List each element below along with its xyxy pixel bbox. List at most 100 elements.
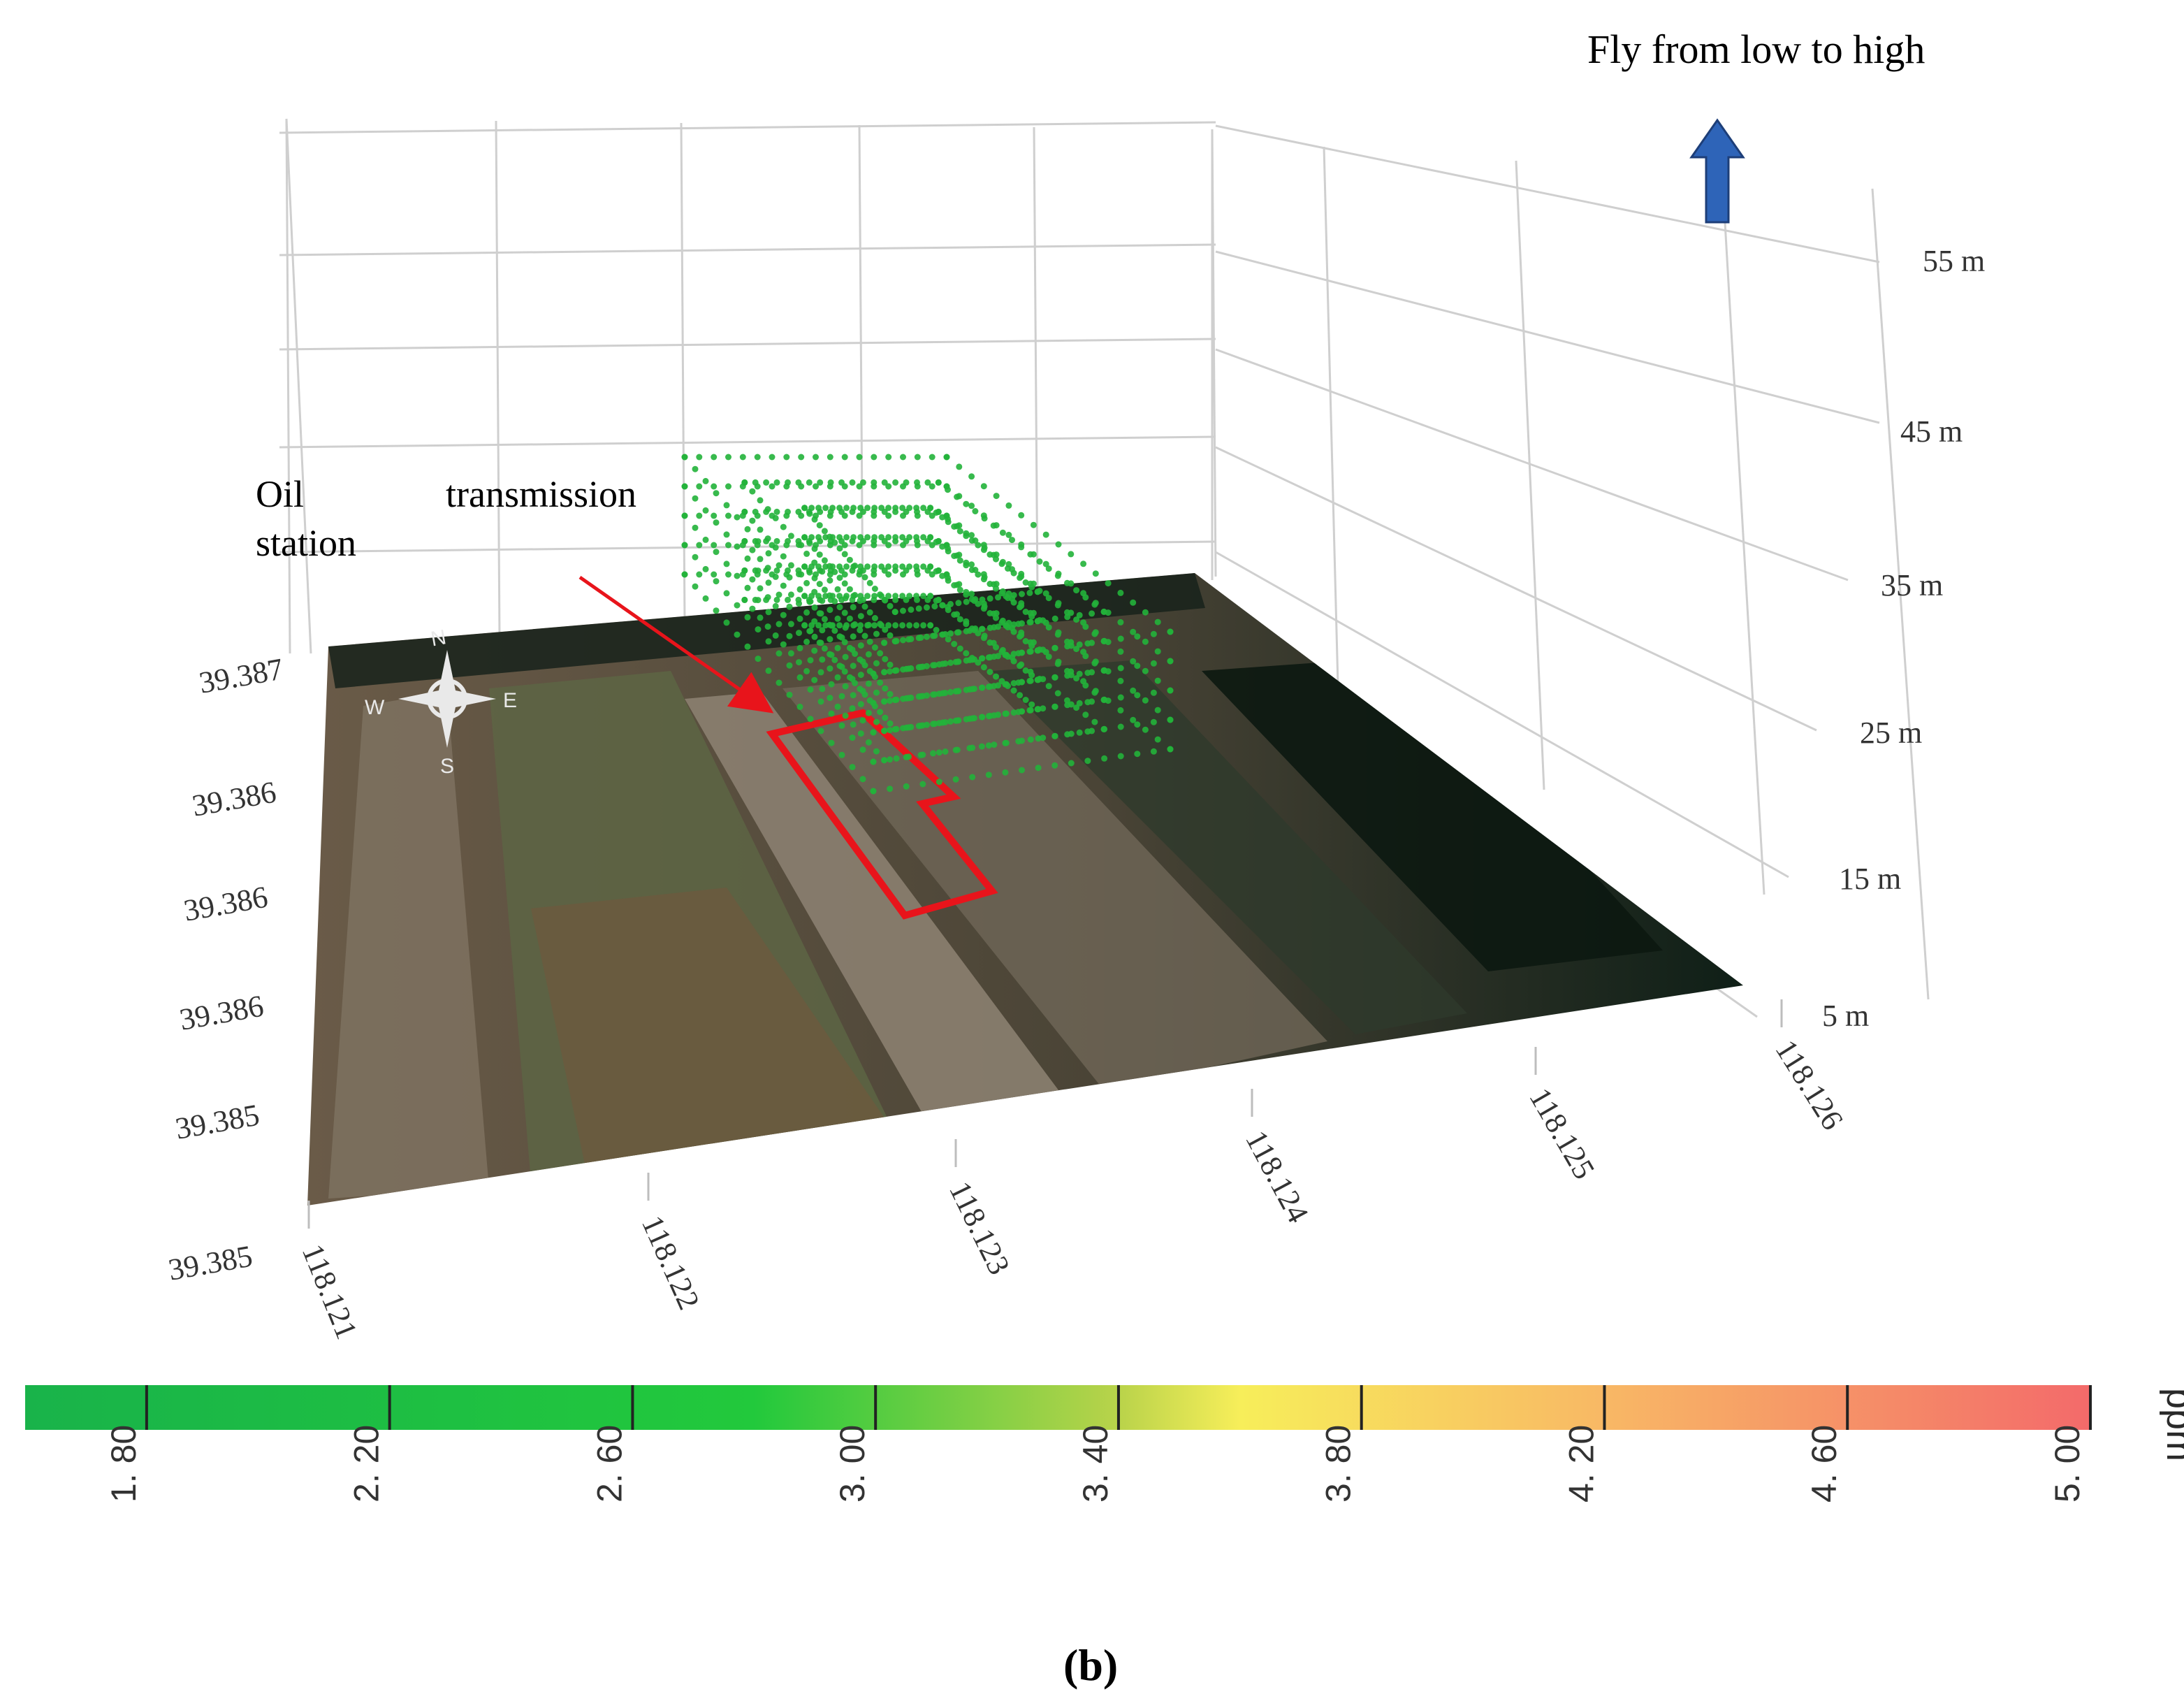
flight-point	[945, 636, 952, 643]
flight-point	[692, 495, 699, 502]
flight-point	[1028, 701, 1035, 708]
flight-point	[1019, 591, 1025, 598]
flight-point	[856, 542, 863, 549]
flight-point	[1082, 594, 1089, 601]
flight-point	[819, 656, 826, 663]
flight-point	[827, 479, 834, 486]
flight-point	[882, 714, 889, 721]
colorbar-tick-label: 4. 20	[1561, 1425, 1601, 1503]
flight-point	[885, 454, 892, 461]
flight-point	[1017, 604, 1024, 611]
flight-point	[930, 691, 936, 698]
flight-point	[1134, 751, 1141, 758]
flight-point	[842, 653, 849, 660]
flight-point	[963, 562, 970, 569]
flight-point	[978, 625, 985, 632]
flight-point	[764, 535, 771, 542]
flight-point	[942, 660, 949, 667]
flight-point	[980, 483, 987, 490]
flight-point	[723, 619, 730, 626]
flight-point	[757, 526, 764, 533]
flight-point	[899, 622, 906, 629]
flight-point	[757, 556, 764, 563]
flight-point	[991, 741, 998, 748]
flight-point	[803, 550, 810, 557]
flight-point	[877, 621, 884, 628]
flight-point	[765, 609, 772, 616]
y-tick-label: 39.385	[173, 1098, 262, 1146]
flight-point	[1026, 589, 1033, 596]
flight-point	[786, 662, 793, 669]
flight-point	[900, 637, 906, 644]
flight-point	[993, 644, 999, 651]
flight-point	[1154, 648, 1161, 655]
colorbar-unit: ppm	[2159, 1388, 2184, 1461]
flight-point	[819, 598, 826, 605]
flight-point	[681, 571, 688, 578]
flight-point	[945, 577, 952, 584]
flight-point	[963, 650, 970, 657]
flight-point	[882, 597, 889, 604]
flight-point	[933, 509, 940, 516]
flight-point	[857, 593, 864, 600]
flight-point	[1034, 588, 1041, 595]
flight-point	[811, 647, 818, 654]
flight-point	[939, 543, 946, 550]
flight-point	[842, 595, 849, 602]
flight-point	[1142, 638, 1149, 645]
flight-point	[980, 664, 987, 671]
flight-point	[956, 645, 963, 652]
flight-point	[1035, 735, 1042, 742]
flight-point	[828, 710, 835, 717]
flight-point	[917, 634, 924, 641]
panel-label: (b)	[1063, 1640, 1118, 1690]
flight-point	[803, 667, 810, 674]
x-tick-label: 118.123	[942, 1176, 1017, 1280]
flight-point	[871, 505, 878, 512]
flight-point	[787, 621, 794, 628]
flight-point	[920, 563, 927, 570]
flight-point	[1117, 723, 1124, 730]
flight-point	[723, 560, 730, 567]
flight-point	[919, 722, 926, 729]
colorbar-tick-label: 3. 40	[1076, 1425, 1115, 1503]
flight-point	[873, 689, 880, 696]
flight-point	[834, 674, 841, 681]
flight-point	[817, 698, 824, 705]
flight-point	[811, 604, 818, 611]
flight-point	[1082, 623, 1089, 630]
flight-point	[773, 567, 780, 574]
flight-point	[1010, 680, 1017, 687]
flight-point	[881, 639, 888, 646]
flight-point	[803, 638, 810, 645]
flight-point	[857, 534, 864, 541]
flight-point	[1010, 658, 1017, 665]
flight-point	[836, 545, 843, 552]
flight-point	[1073, 704, 1080, 711]
flight-point	[985, 683, 992, 690]
flight-point	[1045, 683, 1052, 690]
flight-point	[801, 593, 808, 600]
flight-point	[1035, 647, 1042, 654]
flight-point	[952, 717, 959, 724]
flight-point	[764, 565, 771, 572]
flight-point	[1042, 531, 1049, 538]
flight-point	[838, 722, 845, 729]
flight-point	[813, 483, 819, 490]
flight-point	[1150, 660, 1157, 667]
colorbar-tick-label: 4. 60	[1805, 1425, 1844, 1503]
flight-point	[1101, 725, 1108, 732]
flight-point	[764, 506, 771, 513]
flight-point	[850, 692, 857, 699]
satellite-map	[307, 573, 1743, 1206]
flight-point	[744, 584, 751, 591]
flight-point	[776, 679, 782, 686]
flight-point	[764, 623, 771, 630]
flight-point	[843, 505, 850, 512]
flight-point	[1040, 734, 1047, 741]
flight-point	[1167, 628, 1174, 635]
flight-point	[1082, 711, 1089, 718]
flight-point	[816, 581, 823, 588]
flight-point	[1051, 644, 1058, 651]
flight-point	[1117, 648, 1124, 655]
